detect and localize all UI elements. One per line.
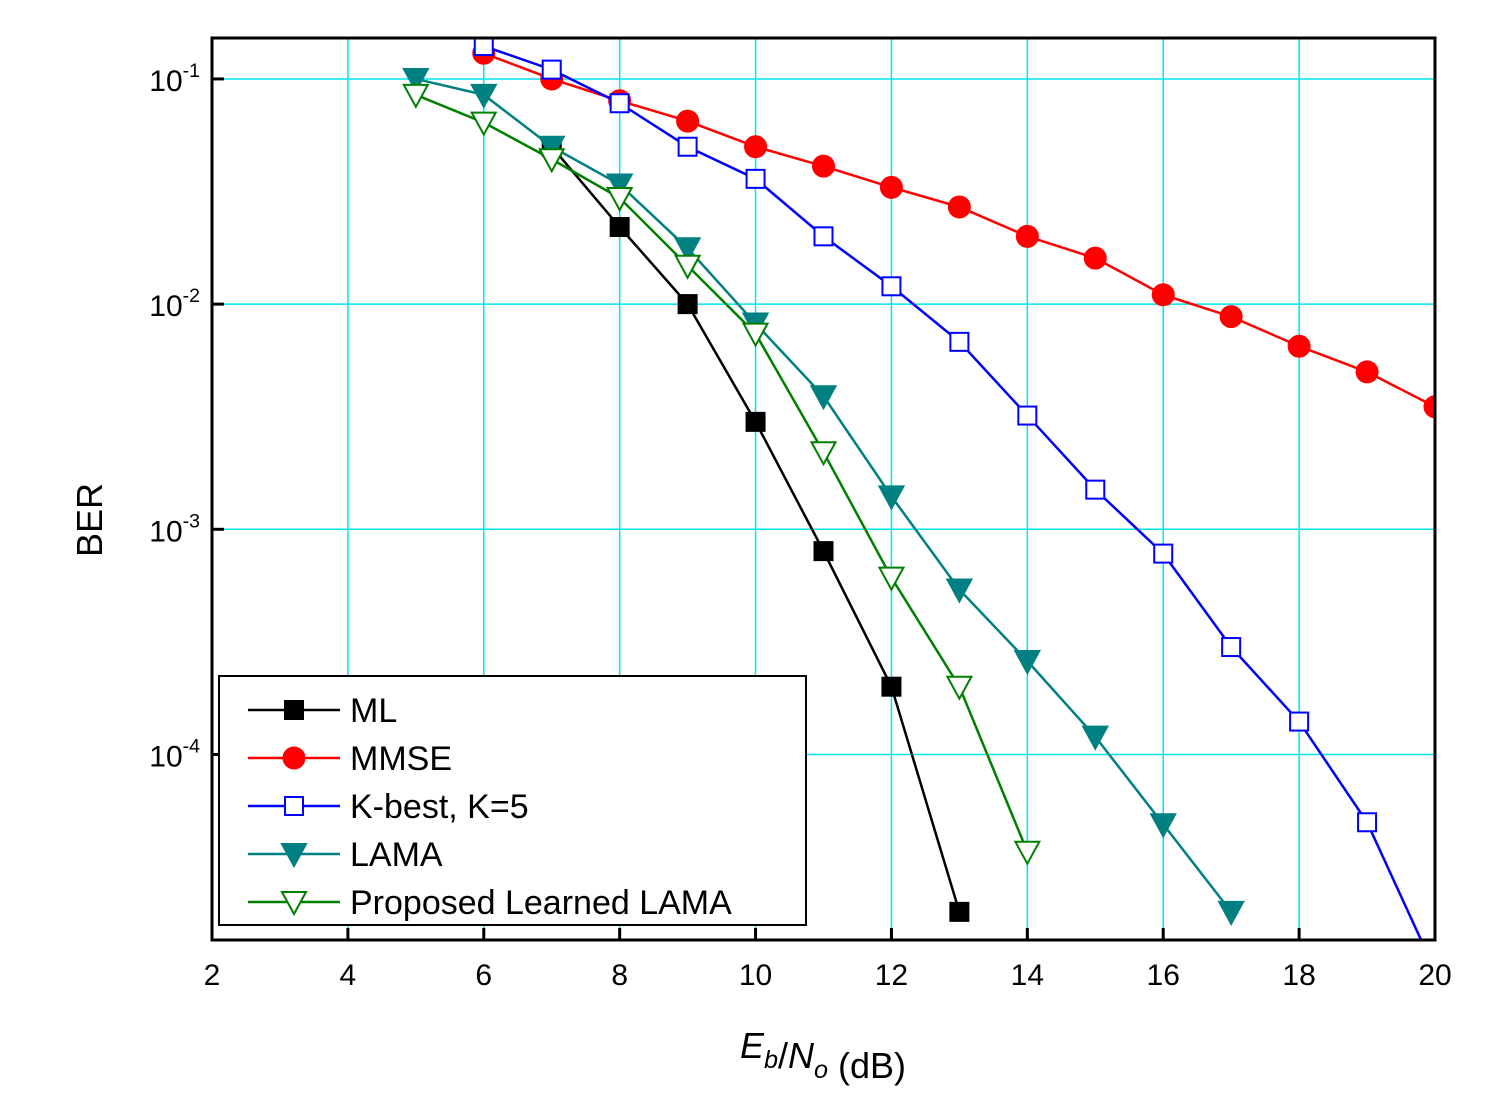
x-tick-label: 6 xyxy=(475,959,492,992)
legend-label: LAMA xyxy=(350,836,443,874)
marker xyxy=(744,135,768,159)
x-tick-label: 4 xyxy=(340,959,357,992)
y-tick-label: 10-2 xyxy=(149,285,200,323)
marker xyxy=(609,93,630,114)
x-tick-label: 10 xyxy=(739,959,772,992)
marker xyxy=(538,135,566,161)
marker xyxy=(1355,360,1379,384)
marker xyxy=(809,441,838,467)
marker xyxy=(741,322,770,348)
marker xyxy=(284,700,304,720)
y-tick-label: 10-3 xyxy=(149,510,200,548)
marker xyxy=(949,901,970,922)
x-tick-label: 8 xyxy=(611,959,628,992)
marker xyxy=(1151,283,1175,307)
marker xyxy=(881,676,902,697)
marker xyxy=(677,136,698,157)
marker xyxy=(1221,637,1242,658)
legend-box xyxy=(218,675,807,926)
x-axis-label: Eb/No (dB) xyxy=(740,1025,906,1086)
marker xyxy=(945,675,974,701)
marker xyxy=(1015,224,1039,248)
marker xyxy=(1219,305,1243,329)
legend: ML MMSE K-best, K=5 LAMA Proposed Learned LA… xyxy=(218,675,807,926)
legend-label: MMSE xyxy=(350,740,452,778)
marker xyxy=(541,59,562,80)
marker xyxy=(284,796,304,816)
marker xyxy=(1149,813,1177,839)
marker xyxy=(538,148,566,174)
ticks: 2 4 6 8 10 12 14 16 18 20 10-1 10-2 10-3 10-4 xyxy=(149,60,1451,992)
marker xyxy=(1083,246,1107,270)
marker xyxy=(1153,543,1174,564)
marker xyxy=(280,843,308,869)
x-tick-label: 2 xyxy=(204,959,221,992)
marker xyxy=(1013,840,1042,866)
marker xyxy=(1217,900,1245,926)
marker xyxy=(673,254,702,280)
marker xyxy=(1081,725,1109,751)
marker xyxy=(1357,812,1378,833)
marker xyxy=(1423,395,1435,419)
y-tick-label: 10-1 xyxy=(149,60,200,98)
series-line xyxy=(415,93,1029,853)
marker xyxy=(813,541,834,562)
marker xyxy=(402,67,430,94)
x-tick-label: 14 xyxy=(1011,959,1044,992)
marker xyxy=(812,154,835,178)
marker xyxy=(676,109,700,133)
marker xyxy=(609,217,630,238)
marker xyxy=(1287,334,1311,358)
marker xyxy=(745,411,766,432)
plot-frame xyxy=(210,36,1437,942)
marker xyxy=(673,237,702,263)
marker xyxy=(949,331,970,352)
marker xyxy=(813,226,834,247)
marker xyxy=(470,111,498,137)
marker xyxy=(282,746,306,770)
y-tick-label: 10-4 xyxy=(149,735,200,773)
marker xyxy=(1289,711,1310,732)
marker xyxy=(1085,479,1106,500)
marker xyxy=(402,83,430,109)
marker xyxy=(605,173,634,199)
x-tick-label: 20 xyxy=(1418,959,1451,992)
plot-area xyxy=(402,38,1435,940)
marker xyxy=(745,168,766,189)
legend-label: Proposed Learned LAMA xyxy=(350,884,732,922)
marker xyxy=(1013,650,1042,676)
marker xyxy=(677,294,698,315)
marker xyxy=(470,83,498,109)
marker xyxy=(877,566,906,592)
legend-label: K-best, K=5 xyxy=(350,788,529,826)
marker xyxy=(1017,405,1038,426)
marker xyxy=(605,186,634,213)
legend-label: ML xyxy=(350,692,397,730)
marker xyxy=(881,276,902,297)
x-tick-label: 18 xyxy=(1282,959,1315,992)
marker xyxy=(947,195,971,219)
marker xyxy=(473,38,494,57)
marker xyxy=(809,385,838,411)
marker xyxy=(280,891,308,917)
marker xyxy=(945,578,974,604)
x-tick-label: 16 xyxy=(1147,959,1180,992)
x-tick-label: 12 xyxy=(875,959,908,992)
y-axis-label: BER xyxy=(69,483,110,557)
marker xyxy=(877,485,906,511)
marker xyxy=(879,175,903,199)
